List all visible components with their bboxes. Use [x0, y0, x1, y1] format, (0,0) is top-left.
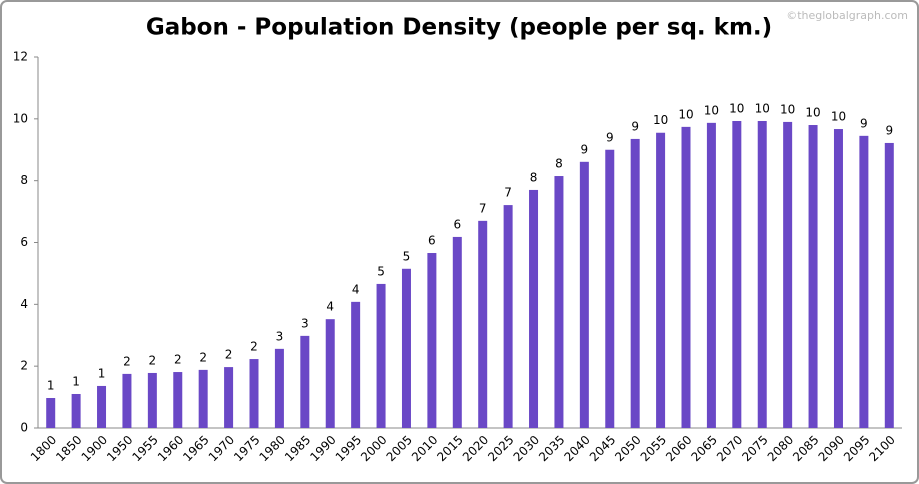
value-label: 1	[47, 379, 55, 393]
value-label: 10	[780, 102, 795, 116]
value-label: 7	[504, 186, 512, 200]
bar	[325, 319, 335, 428]
bar	[97, 385, 107, 428]
value-label: 2	[250, 340, 258, 354]
bar	[376, 283, 386, 428]
value-label: 3	[301, 316, 309, 330]
value-label: 2	[149, 353, 157, 367]
bar	[198, 369, 208, 428]
value-label: 8	[555, 157, 563, 171]
value-label: 9	[885, 123, 893, 137]
bar	[147, 372, 157, 428]
value-label: 3	[276, 329, 284, 343]
y-tick-label: 8	[20, 173, 28, 187]
y-tick-label: 10	[13, 111, 28, 125]
bar	[46, 398, 56, 428]
bar	[173, 372, 183, 428]
value-label: 6	[453, 217, 461, 231]
bar	[656, 132, 666, 428]
bar	[224, 367, 234, 428]
bar	[833, 129, 843, 428]
bar	[427, 253, 437, 428]
bar	[401, 268, 411, 428]
value-label: 9	[606, 130, 614, 144]
bar	[249, 359, 259, 428]
value-label: 10	[704, 103, 719, 117]
bar	[351, 301, 361, 428]
y-tick-label: 2	[20, 359, 28, 373]
bar	[884, 142, 894, 428]
value-label: 6	[428, 234, 436, 248]
value-label: 7	[479, 201, 487, 215]
value-label: 1	[98, 366, 106, 380]
bar	[630, 138, 640, 428]
bar	[554, 176, 564, 428]
bar	[122, 373, 132, 428]
bar	[300, 335, 310, 428]
watermark: ©theglobalgraph.com	[786, 9, 908, 22]
value-label: 2	[123, 354, 131, 368]
bar	[478, 220, 488, 428]
value-label: 2	[174, 353, 182, 367]
bar	[757, 120, 767, 428]
value-label: 9	[631, 119, 639, 133]
y-tick-label: 6	[20, 235, 28, 249]
bar	[71, 393, 81, 428]
value-label: 5	[377, 264, 385, 278]
value-label: 10	[831, 110, 846, 124]
bar	[605, 149, 615, 428]
value-label: 8	[530, 170, 538, 184]
value-label: 2	[199, 350, 207, 364]
value-label: 1	[72, 374, 80, 388]
bar	[503, 205, 513, 428]
y-tick-label: 0	[20, 421, 28, 435]
bar	[783, 121, 793, 429]
value-label: 9	[581, 142, 589, 156]
bar	[681, 126, 691, 428]
value-label: 10	[653, 113, 668, 127]
value-label: 5	[403, 249, 411, 263]
bar	[579, 161, 589, 428]
value-label: 10	[755, 101, 770, 115]
value-label: 2	[225, 348, 233, 362]
value-label: 10	[678, 107, 693, 121]
value-label: 10	[729, 101, 744, 115]
value-label: 4	[326, 300, 334, 314]
value-label: 4	[352, 282, 360, 296]
bar	[732, 120, 742, 428]
chart-title: Gabon - Population Density (people per s…	[146, 15, 772, 41]
y-tick-label: 12	[13, 50, 28, 64]
bar	[529, 189, 539, 428]
bar	[859, 135, 869, 428]
y-tick-label: 4	[20, 297, 28, 311]
bar	[808, 125, 818, 429]
bar	[274, 348, 284, 428]
bar	[706, 122, 716, 428]
bar	[452, 236, 462, 428]
value-label: 10	[805, 106, 820, 120]
value-label: 9	[860, 116, 868, 130]
